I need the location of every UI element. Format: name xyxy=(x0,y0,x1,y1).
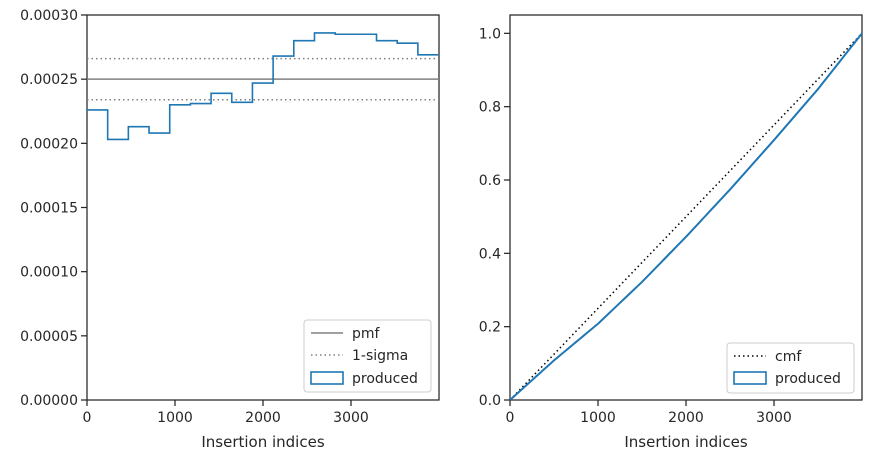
left-y-ticks: 0.00000 0.00005 0.00010 0.00015 0.00020 0.000… xyxy=(20,8,87,409)
right-plot-frame xyxy=(509,14,863,401)
y-tick-label: 0.00005 xyxy=(20,329,78,345)
sigma-lines xyxy=(87,57,439,101)
legend-produced-cmf-swatch xyxy=(733,371,767,385)
legend-cmf-label: cmf xyxy=(775,349,802,365)
legend-pmf-label: pmf xyxy=(352,326,381,342)
y-tick-label: 0.8 xyxy=(479,100,501,116)
y-tick-label: 0.00025 xyxy=(20,72,78,88)
y-tick-label: 1.0 xyxy=(479,26,501,42)
x-tick-label: 0 xyxy=(506,410,515,426)
y-tick-label: 0.6 xyxy=(479,173,501,189)
produced-cmf-line xyxy=(509,32,863,401)
y-tick-label: 0.00000 xyxy=(20,393,78,409)
pmf-histogram-panel: 0 1000 2000 3000 0.000000.000050.000100.000… xyxy=(20,8,440,451)
left-legend: pmf 1-sigma produced xyxy=(303,319,432,393)
right-x-axis-label: Insertion indices xyxy=(624,433,747,451)
y-tick-label: 0.2 xyxy=(479,320,501,336)
y-tick-label: 0.0 xyxy=(479,393,501,409)
x-tick-label: 3000 xyxy=(333,410,369,426)
cmf-line xyxy=(509,32,863,401)
right-legend-box xyxy=(726,342,855,394)
right-x-ticks: 0 1000 2000 3000 xyxy=(506,400,792,426)
x-tick-label: 1000 xyxy=(580,410,616,426)
y-tick-label: 0.00010 xyxy=(20,265,78,281)
x-tick-label: 1000 xyxy=(157,410,193,426)
legend-sigma-label: 1-sigma xyxy=(352,348,408,364)
produced-histogram-step xyxy=(87,32,439,141)
x-tick-label: 2000 xyxy=(245,410,281,426)
y-tick-label: 0.00030 xyxy=(20,8,78,24)
right-legend: cmf produced xyxy=(726,342,855,394)
cmf-panel: 0 1000 2000 3000 0.0 0.2 0.4 0.6 0.8 1.0 Inserti… xyxy=(479,14,863,451)
right-y-ticks: 0.0 0.2 0.4 0.6 0.8 1.0 xyxy=(479,26,510,409)
left-x-ticks: 0 1000 2000 3000 xyxy=(83,400,369,426)
y-tick-label: 0.00020 xyxy=(20,136,78,152)
x-tick-label: 0 xyxy=(83,410,92,426)
legend-produced-label: produced xyxy=(352,371,418,387)
legend-produced-cmf-label: produced xyxy=(775,371,841,387)
x-tick-label: 3000 xyxy=(756,410,792,426)
y-tick-label: 0.00015 xyxy=(20,201,78,217)
left-x-axis-label: Insertion indices xyxy=(201,433,324,451)
legend-produced-swatch xyxy=(310,371,344,385)
y-tick-label: 0.4 xyxy=(479,246,501,262)
x-tick-label: 2000 xyxy=(668,410,704,426)
left-legend-box xyxy=(303,319,432,393)
